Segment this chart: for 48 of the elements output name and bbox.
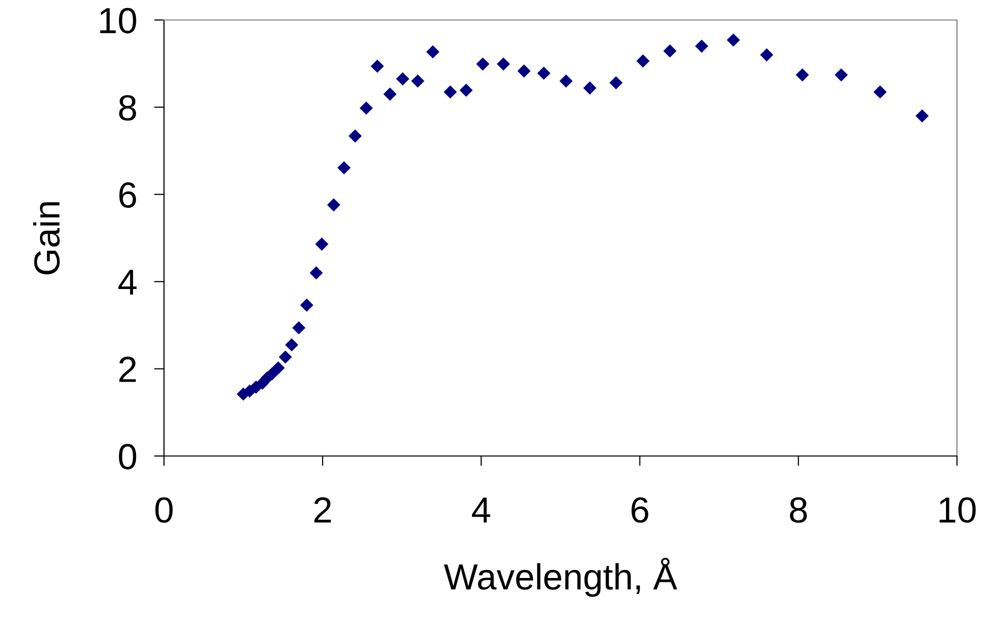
point — [609, 76, 623, 90]
point — [444, 85, 457, 99]
y-axis-title: Gain — [33, 202, 60, 274]
x-tick-label: 4 — [472, 498, 490, 522]
x-tick-label: 2 — [314, 497, 331, 522]
point — [360, 101, 373, 115]
point — [460, 84, 473, 97]
point — [396, 72, 410, 86]
point — [476, 57, 490, 71]
point — [695, 40, 708, 53]
x-axis-title: Wavelength, Å — [444, 558, 678, 597]
x-tick-label: 6 — [632, 497, 648, 523]
point — [315, 238, 328, 251]
point — [636, 54, 650, 68]
point — [310, 266, 323, 280]
point — [559, 74, 573, 88]
point — [663, 44, 677, 58]
point — [537, 66, 550, 80]
y-tick-label: 4 — [118, 270, 137, 295]
y-tick-label: 10 — [100, 8, 136, 34]
point — [583, 81, 596, 95]
point — [496, 57, 510, 71]
point — [426, 45, 440, 58]
y-tick-label: 8 — [119, 95, 136, 121]
x-tick-label: 0 — [155, 497, 173, 523]
point — [272, 361, 285, 375]
point — [370, 60, 384, 73]
point — [285, 338, 298, 352]
point — [916, 109, 929, 123]
point — [760, 48, 774, 62]
point — [278, 350, 292, 364]
point — [337, 161, 351, 174]
point — [383, 88, 397, 101]
point — [517, 64, 531, 78]
x-tick-label: 8 — [790, 497, 807, 523]
point — [411, 74, 424, 88]
point — [348, 129, 362, 143]
point — [834, 68, 848, 82]
point — [300, 298, 314, 312]
x-tick-label: 10 — [940, 497, 976, 523]
point — [873, 85, 887, 99]
point — [796, 68, 809, 82]
y-tick-label: 6 — [119, 182, 136, 208]
point — [327, 198, 340, 212]
y-tick-label: 0 — [118, 444, 136, 470]
point — [292, 321, 306, 334]
y-tick-label: 2 — [119, 356, 136, 382]
point — [726, 33, 740, 47]
